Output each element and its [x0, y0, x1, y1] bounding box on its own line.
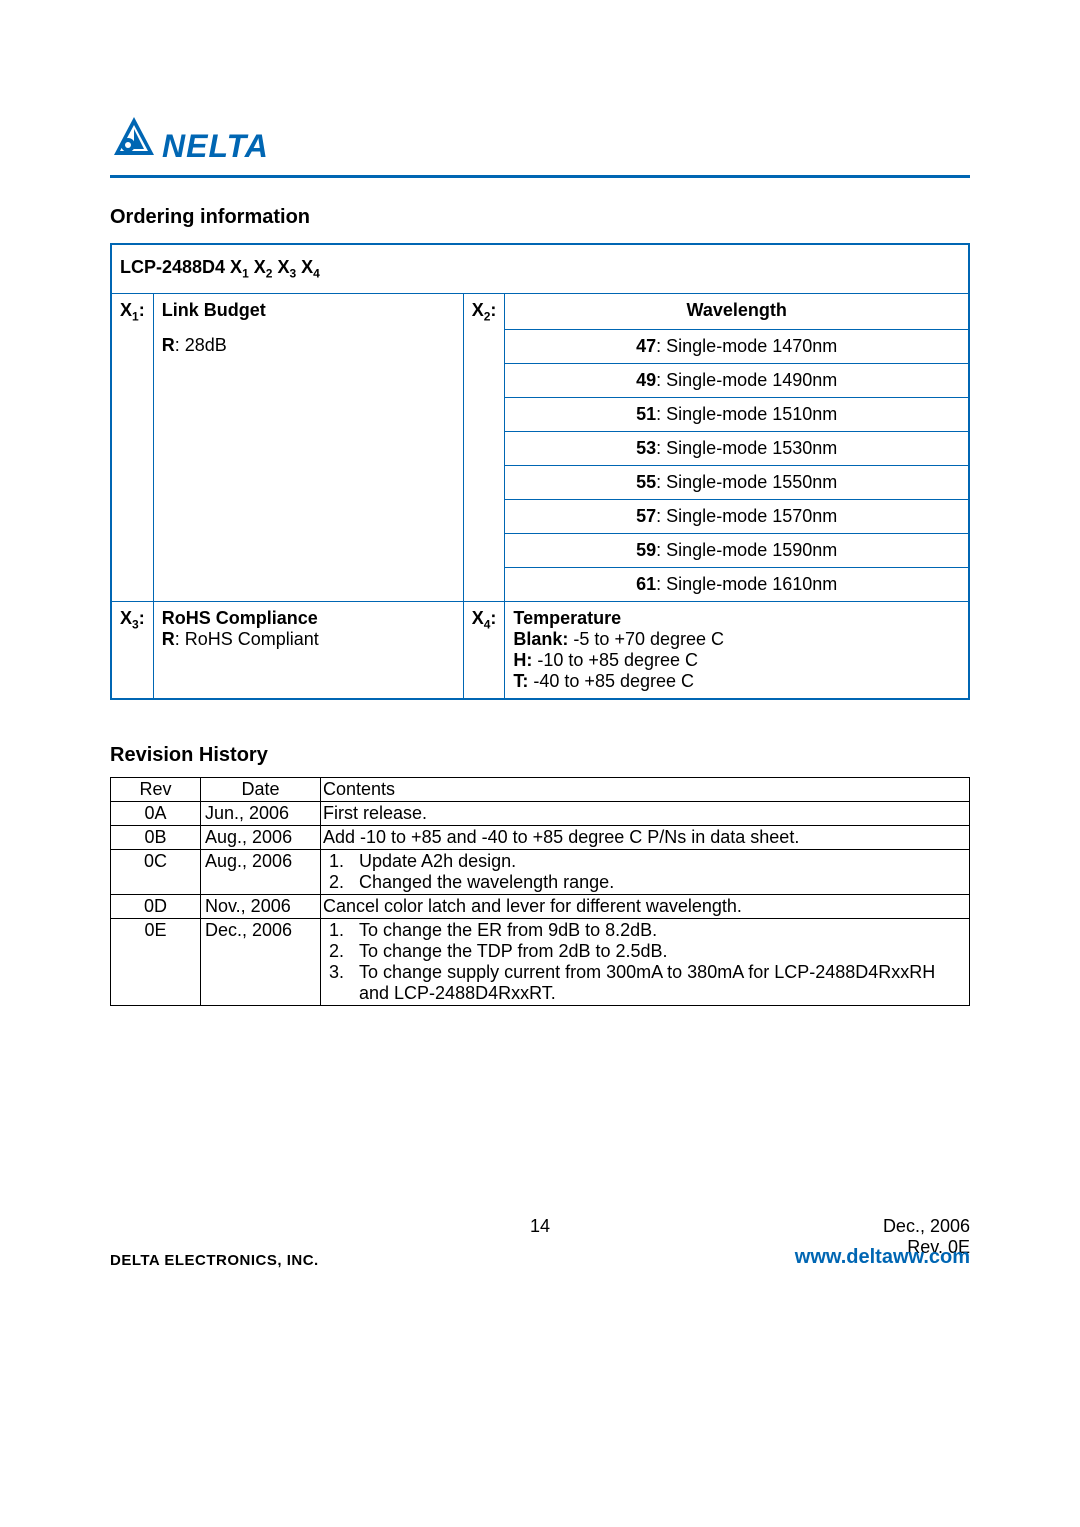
revision-rev: 0E	[111, 918, 201, 1005]
revision-col-contents: Contents	[321, 777, 970, 801]
revision-contents: First release.	[321, 801, 970, 825]
revision-rev: 0A	[111, 801, 201, 825]
revision-content-item: To change the ER from 9dB to 8.2dB.	[349, 920, 965, 941]
revision-content-item: To change the TDP from 2dB to 2.5dB.	[349, 941, 965, 962]
x1-label: X1:	[111, 293, 153, 329]
footer-company: DELTA ELECTRONICS, INC.	[110, 1252, 319, 1269]
revision-col-rev: Rev	[111, 777, 201, 801]
x4-cell: Temperature Blank: -5 to +70 degree C H:…	[505, 601, 969, 699]
revision-rev: 0C	[111, 849, 201, 894]
revision-contents: Add -10 to +85 and -40 to +85 degree C P…	[321, 825, 970, 849]
x4-label: X4:	[463, 601, 505, 699]
revision-table: Rev Date Contents 0AJun., 2006First rele…	[110, 777, 970, 1006]
ordering-title: Ordering information	[110, 206, 970, 229]
revision-row: 0AJun., 2006First release.	[111, 801, 970, 825]
x2-header: Wavelength	[505, 293, 969, 329]
page-number: 14	[110, 1216, 970, 1237]
revision-contents: To change the ER from 9dB to 8.2dB.To ch…	[321, 918, 970, 1005]
wavelength-row: 49: Single-mode 1490nm	[505, 363, 969, 397]
brand-header: NELTA	[110, 115, 970, 178]
revision-content-item: To change supply current from 300mA to 3…	[349, 962, 965, 1004]
wavelength-row: 55: Single-mode 1550nm	[505, 465, 969, 499]
footer-bottom: DELTA ELECTRONICS, INC. www.deltaww.com	[110, 1246, 970, 1269]
x2-label: X2:	[463, 293, 505, 601]
brand-logo-icon: NELTA	[110, 115, 330, 173]
revision-date: Dec., 2006	[201, 918, 321, 1005]
revision-date: Aug., 2006	[201, 825, 321, 849]
revision-row: 0EDec., 2006To change the ER from 9dB to…	[111, 918, 970, 1005]
page-footer: 14 Dec., 2006 Rev. 0E	[110, 1216, 970, 1237]
revision-row: 0CAug., 2006Update A2h design.Changed th…	[111, 849, 970, 894]
revision-col-date: Date	[201, 777, 321, 801]
revision-date: Aug., 2006	[201, 849, 321, 894]
revision-date: Nov., 2006	[201, 894, 321, 918]
x3-label: X3:	[111, 601, 153, 699]
revision-contents: Update A2h design.Changed the wavelength…	[321, 849, 970, 894]
revision-content-item: Changed the wavelength range.	[349, 872, 965, 893]
wavelength-row: 51: Single-mode 1510nm	[505, 397, 969, 431]
revision-row: 0BAug., 2006Add -10 to +85 and -40 to +8…	[111, 825, 970, 849]
brand-wordmark: NELTA	[162, 128, 269, 164]
wavelength-row: 57: Single-mode 1570nm	[505, 499, 969, 533]
wavelength-row: 59: Single-mode 1590nm	[505, 533, 969, 567]
x3-cell: RoHS Compliance R: RoHS Compliant	[153, 601, 463, 699]
wavelength-row: 53: Single-mode 1530nm	[505, 431, 969, 465]
wavelength-row: 61: Single-mode 1610nm	[505, 567, 969, 601]
ordering-partnumber: LCP-2488D4 X1 X2 X3 X4	[111, 244, 969, 293]
wavelength-row: 47: Single-mode 1470nm	[505, 329, 969, 363]
revision-rev: 0B	[111, 825, 201, 849]
revision-row: 0DNov., 2006Cancel color latch and lever…	[111, 894, 970, 918]
ordering-table: LCP-2488D4 X1 X2 X3 X4 X1: Link Budget X…	[110, 243, 970, 700]
revision-content-item: Update A2h design.	[349, 851, 965, 872]
x1-header: Link Budget	[153, 293, 463, 329]
revision-title: Revision History	[110, 744, 970, 767]
x1-value: R: 28dB	[153, 329, 463, 601]
revision-date: Jun., 2006	[201, 801, 321, 825]
revision-contents: Cancel color latch and lever for differe…	[321, 894, 970, 918]
footer-date: Dec., 2006	[883, 1216, 970, 1237]
revision-rev: 0D	[111, 894, 201, 918]
footer-url: www.deltaww.com	[795, 1246, 970, 1269]
